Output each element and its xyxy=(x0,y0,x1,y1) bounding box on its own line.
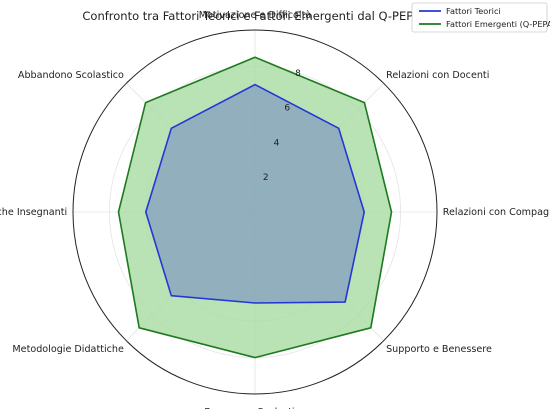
category-label-2: Relazioni con Compagni xyxy=(443,207,550,218)
r-tick-label-2: 6 xyxy=(284,104,290,114)
category-label-4: Benessere Scolastico xyxy=(204,407,306,409)
category-label-5: Metodologie Didattiche xyxy=(12,344,124,355)
legend-label-1: Fattori Emergenti (Q-PEPAS) xyxy=(446,19,550,29)
category-label-7: Abbandono Scolastico xyxy=(18,70,124,81)
series-area-0 xyxy=(145,83,366,304)
r-tick-label-3: 8 xyxy=(295,69,301,79)
category-label-6: Caratteristiche Insegnanti xyxy=(0,207,67,218)
r-tick-label-0: 2 xyxy=(263,173,269,183)
label-layer: 2 4 6 8 Motivazione e Difficoltà Relazioni co… xyxy=(0,9,550,409)
category-label-1: Relazioni con Docenti xyxy=(386,70,489,81)
r-tick-label-1: 4 xyxy=(274,139,280,149)
legend-label-0: Fattori Teorici xyxy=(446,6,501,16)
legend-box xyxy=(411,2,548,33)
category-label-3: Supporto e Benessere xyxy=(386,344,492,355)
legend: Fattori Teorici Fattori Emergenti (Q-PEP… xyxy=(411,2,550,33)
series-layer xyxy=(117,56,393,359)
category-label-0: Motivazione e Difficoltà xyxy=(199,9,311,21)
outer-ring xyxy=(72,29,438,395)
chart-title: Confronto tra Fattori Teorici e Fattori … xyxy=(82,9,427,23)
